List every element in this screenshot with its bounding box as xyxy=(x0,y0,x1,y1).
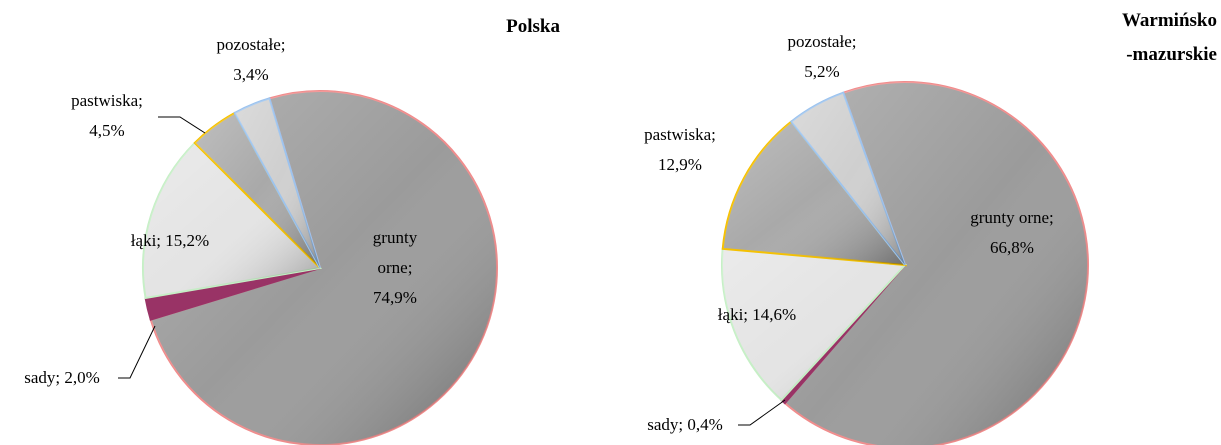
data-label: pastwiska; 12,9% xyxy=(644,125,716,174)
data-label: łąki; 15,2% xyxy=(130,231,210,250)
slice-shade xyxy=(722,121,905,266)
slice-shade xyxy=(234,98,320,268)
slice-shade xyxy=(722,248,905,401)
data-label: sady; 0,4% xyxy=(647,415,723,434)
leader-line xyxy=(738,399,786,426)
slice-shade xyxy=(150,91,497,445)
slice-shade xyxy=(784,82,1088,445)
data-label: pastwiska; 4,5% xyxy=(71,91,143,140)
slice-shade xyxy=(791,92,905,265)
data-label: sady; 2,0% xyxy=(24,368,100,387)
data-label: łąki; 14,6% xyxy=(717,305,797,324)
leader-line xyxy=(118,325,156,379)
leader-line xyxy=(158,116,206,134)
chart-title: Polska xyxy=(506,16,560,37)
slice-shade xyxy=(143,142,320,299)
data-label: grunty orne; 74,9% xyxy=(372,228,418,307)
data-label: pozostałe; 5,2% xyxy=(787,32,857,81)
chart-title: Warmińsko -mazurskie xyxy=(1121,10,1217,65)
slice-shade xyxy=(194,112,320,269)
data-label: pozostałe; 3,4% xyxy=(216,35,286,84)
data-label: grunty orne; 66,8% xyxy=(970,208,1054,257)
